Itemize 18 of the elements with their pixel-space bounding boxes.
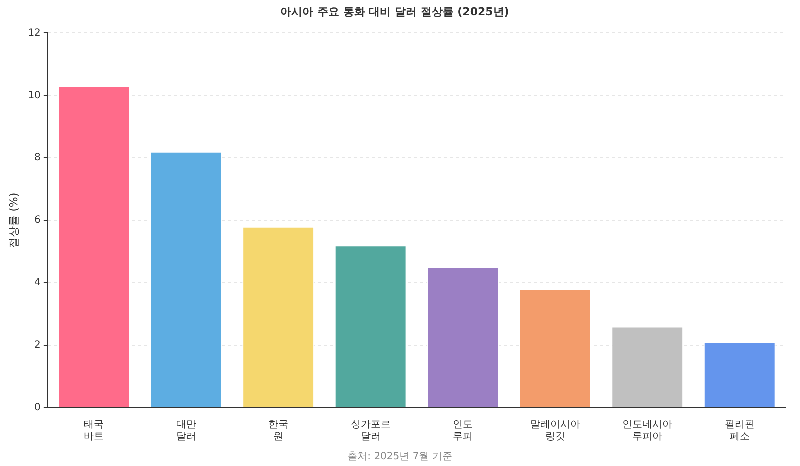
x-tick-label: 필리핀 페소 [724,420,755,443]
x-tick-label: 한국 원 [268,420,289,443]
y-tick-label: 2 [34,340,41,352]
x-tick-label: 인도네시아 루피아 [622,420,673,443]
y-tick-label: 12 [28,28,41,39]
x-tick-label: 말레이시아 링깃 [530,420,580,443]
y-tick-label: 4 [34,278,41,289]
chart-title: 아시아 주요 통화 대비 달러 절상률 (2025년) [280,5,510,18]
x-tick-label: 인도 루피 [453,420,474,443]
y-tick-label: 8 [34,152,41,164]
x-tick-label: 대만 달러 [176,420,196,443]
y-tick-label: 10 [28,90,41,102]
x-tick-label: 싱가포르 달러 [350,420,391,443]
y-axis-title: 절상률 (%) [7,192,20,248]
y-tick-label: 0 [34,402,41,414]
x-tick-label: 태국 바트 [84,420,104,443]
source-note: 출처: 2025년 7월 기준 [348,452,452,463]
y-tick-label: 6 [34,215,41,226]
